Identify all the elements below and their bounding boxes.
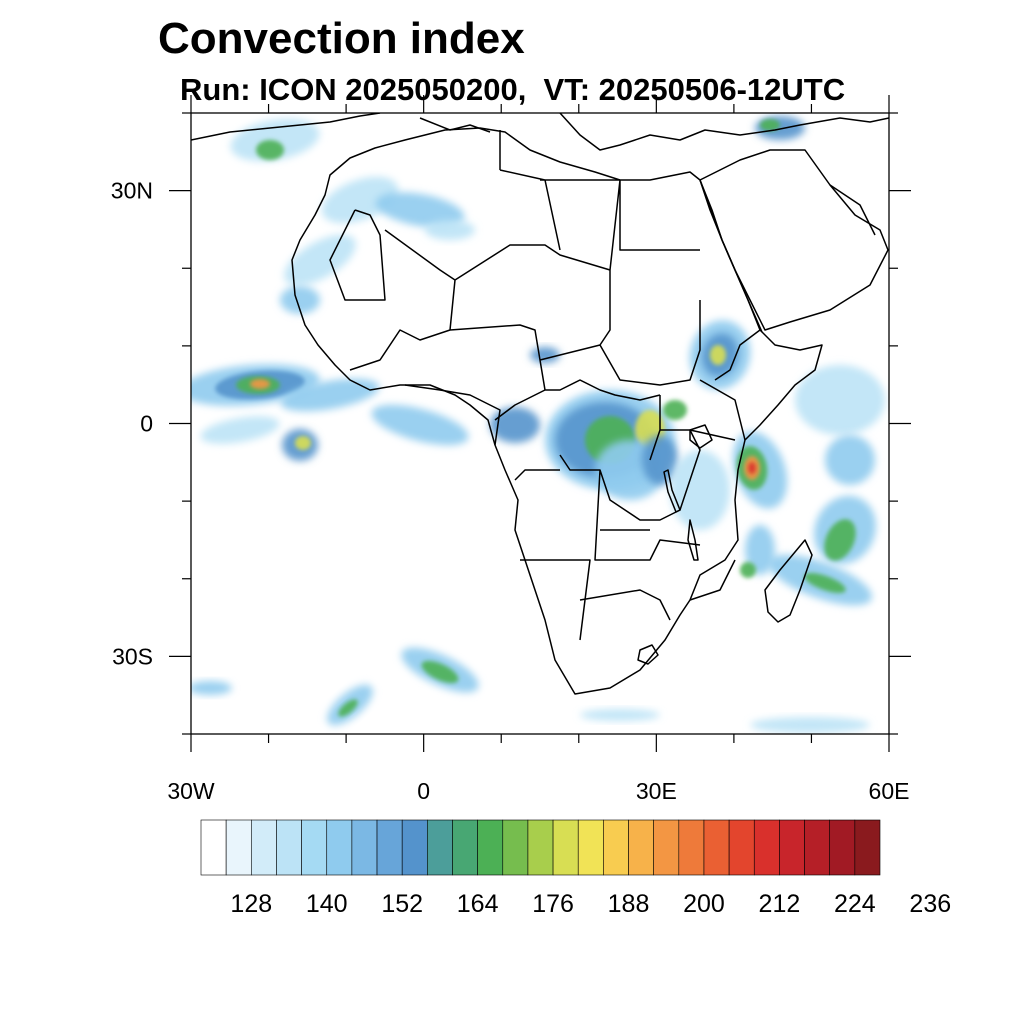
x-tick-label: 60E xyxy=(869,778,910,804)
colorbar-label: 152 xyxy=(381,890,423,918)
convection-cell xyxy=(191,681,232,695)
colorbar-swatch xyxy=(276,819,302,876)
y-tick-label: 30N xyxy=(111,178,153,204)
convection-cell xyxy=(321,176,399,224)
x-tick-label: 0 xyxy=(417,778,430,804)
colorbar-swatch xyxy=(678,819,705,876)
convection-cell xyxy=(825,435,875,485)
convection-cell xyxy=(280,378,380,412)
colorbar-swatch xyxy=(250,819,277,876)
colorbar-swatch xyxy=(779,819,805,876)
convection-cell xyxy=(490,407,540,443)
x-tick-label: 30E xyxy=(636,778,677,804)
convection-cell xyxy=(750,717,870,733)
colorbar-swatch xyxy=(753,819,780,876)
colorbar-swatch xyxy=(552,819,579,876)
lesotho-border xyxy=(637,644,659,665)
convection-cell xyxy=(338,699,358,717)
convection-cell xyxy=(425,220,475,240)
colorbar-label: 236 xyxy=(909,890,951,918)
chart-title: Convection index xyxy=(158,14,525,63)
lake-tanganyika xyxy=(663,469,681,513)
convection-cell xyxy=(371,404,469,446)
colorbar-swatch xyxy=(225,819,252,876)
coastlines-and-borders xyxy=(191,113,889,695)
colorbar-label: 224 xyxy=(834,890,876,918)
colorbar-swatch xyxy=(477,819,504,876)
colorbar-swatch xyxy=(728,819,755,876)
colorbar-swatch xyxy=(200,819,227,876)
madagascar-coastline xyxy=(764,539,813,623)
colorbar-swatch xyxy=(326,819,353,876)
colorbar-swatch xyxy=(527,819,554,876)
colorbar-swatch xyxy=(829,819,856,876)
convection-cell xyxy=(824,519,856,561)
convection-field xyxy=(191,116,885,733)
convection-cell xyxy=(670,450,730,530)
map-ticks xyxy=(169,95,911,752)
convection-cell xyxy=(421,660,459,684)
convection-cell xyxy=(375,192,465,228)
convection-cell xyxy=(280,286,320,314)
colorbar-label: 212 xyxy=(759,890,801,918)
colorbar-swatch xyxy=(401,819,428,876)
y-tick-label: 30S xyxy=(112,643,153,669)
map-background xyxy=(191,113,889,734)
country-borders xyxy=(329,130,761,641)
colorbar-label: 128 xyxy=(230,890,272,918)
colorbar-label: 200 xyxy=(683,890,725,918)
colorbar-label: 176 xyxy=(532,890,574,918)
chart-subtitle: Run: ICON 2025050200, VT: 20250506-12UTC xyxy=(180,72,846,107)
colorbar-swatch xyxy=(351,819,378,876)
colorbar-swatch xyxy=(502,819,529,876)
colorbar-label: 164 xyxy=(457,890,499,918)
colorbar-swatch xyxy=(577,819,604,876)
gulf-of-guinea-coast xyxy=(404,384,501,446)
red-sea-east-coast xyxy=(699,179,763,333)
convection-cell xyxy=(295,436,311,450)
colorbar-label: 140 xyxy=(306,890,348,918)
colorbar-swatch xyxy=(301,819,328,876)
convection-cell xyxy=(748,462,756,474)
convection-cell xyxy=(250,379,270,389)
convection-cell xyxy=(580,709,660,721)
colorbar-swatch xyxy=(628,819,654,876)
colorbar-swatch xyxy=(452,819,478,876)
convection-cell xyxy=(710,345,726,365)
colorbar-swatch xyxy=(427,819,453,876)
lake-victoria xyxy=(689,424,713,449)
convection-cell xyxy=(256,140,284,160)
y-tick-label: 0 xyxy=(140,411,153,437)
lake-malawi xyxy=(687,519,699,561)
colorbar-swatch xyxy=(804,819,831,876)
convection-cell xyxy=(284,234,356,286)
convection-cell xyxy=(804,573,846,593)
colorbar-swatch xyxy=(603,819,629,876)
colorbar-swatch xyxy=(854,819,881,876)
europe-coastline xyxy=(191,113,889,151)
persian-gulf xyxy=(829,184,876,236)
convection-cell xyxy=(795,365,885,435)
colorbar-swatch xyxy=(703,819,730,876)
convection-cell xyxy=(740,562,756,578)
convection-cell xyxy=(530,347,560,363)
convection-cell xyxy=(200,416,280,444)
africa-coastline xyxy=(291,127,823,695)
x-tick-label: 30W xyxy=(167,778,215,804)
map-tick-labels: 30W 0 30E 60E 30N 0 30S xyxy=(111,178,910,804)
convection-cell xyxy=(745,525,775,575)
colorbar-swatch xyxy=(653,819,680,876)
colorbar-swatch xyxy=(376,819,403,876)
convection-cell xyxy=(663,400,687,420)
colorbar: 128 140 152 164 176 188 200 212 224 236 xyxy=(200,819,951,918)
colorbar-label: 188 xyxy=(608,890,650,918)
convection-cell xyxy=(760,119,780,131)
